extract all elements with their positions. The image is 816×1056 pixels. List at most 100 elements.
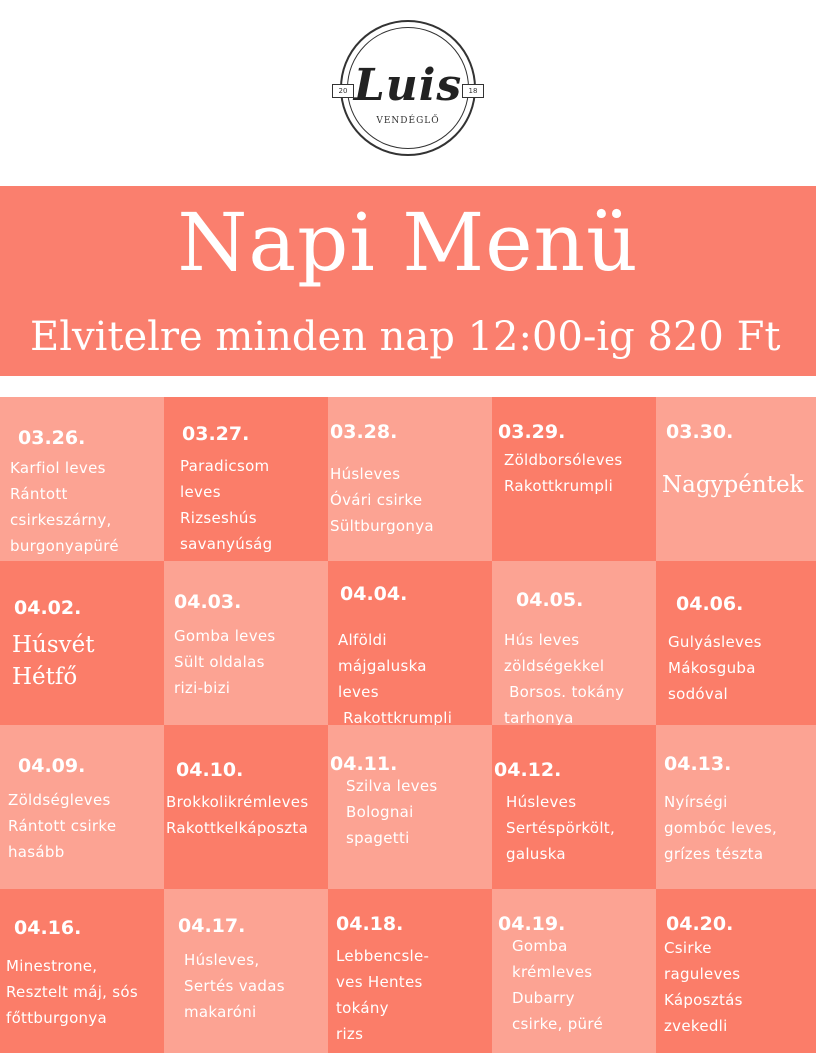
day-date: 04.02.	[14, 597, 82, 619]
menu-item: Bolognai	[346, 803, 414, 821]
day-date: 04.17.	[178, 915, 246, 937]
menu-item: leves	[180, 483, 221, 501]
menu-items: Lebbencsle-ves Hentes tokány rizs	[336, 943, 429, 1047]
day-cell: 04.10. Brokkolikrémleves Rakottkelkáposzta	[164, 725, 328, 889]
menu-item: sodóval	[668, 685, 729, 703]
day-cell: 04.17. Húsleves, Sertés vadas makaróni	[164, 889, 328, 1053]
day-cell: 03.26. Karfiol leves Rántott csirkeszárny, b…	[0, 397, 164, 561]
menu-item: Minestrone,	[6, 957, 98, 975]
menu-items: Gulyásleves Mákosguba sodóval	[668, 629, 762, 707]
menu-items: Alföldi májgaluska leves Rakottkrumpli	[338, 627, 452, 725]
menu-item: Húsleves,	[184, 951, 260, 969]
day-date: 04.16.	[14, 917, 82, 939]
day-cell: 04.11. Szilva leves Bolognai spagetti	[328, 725, 492, 889]
day-cell: 03.29. Zöldborsóleves Rakottkrumpli	[492, 397, 656, 561]
day-date: 04.13.	[664, 753, 732, 775]
day-cell: 04.13. Nyírségi gombóc leves, grízes tészta	[656, 725, 816, 889]
menu-item: zvekedli	[664, 1017, 728, 1035]
menu-item: Csirke	[664, 939, 712, 957]
menu-item: savanyúság	[180, 535, 273, 553]
day-date: 04.04.	[340, 583, 408, 605]
menu-items: Paradicsom leves Rizseshús savanyúság	[180, 453, 273, 557]
menu-item: Gulyásleves	[668, 633, 762, 651]
day-date: 04.12.	[494, 759, 562, 781]
restaurant-logo: Luis 20 18 VENDÉGLŐ	[332, 20, 484, 156]
day-date: 04.20.	[666, 913, 734, 935]
logo-script: Luis	[353, 60, 463, 111]
menu-item: Gomba	[512, 937, 568, 955]
day-date: 04.19.	[498, 913, 566, 935]
holiday-label: Nagypéntek	[662, 469, 804, 501]
day-date: 04.06.	[676, 593, 744, 615]
menu-item: Húsleves	[506, 793, 577, 811]
menu-item: Káposztás	[664, 991, 743, 1009]
menu-item: spagetti	[346, 829, 410, 847]
menu-items: Zöldborsóleves Rakottkrumpli	[504, 447, 623, 499]
menu-items: Húsleves Óvári csirke Sültburgonya	[330, 461, 434, 539]
day-date: 03.30.	[666, 421, 734, 443]
menu-item: Brokkolikrémleves	[166, 793, 309, 811]
menu-item: krémleves	[512, 963, 593, 981]
logo-year-left: 20	[332, 84, 354, 98]
day-date: 03.28.	[330, 421, 398, 443]
menu-item: Karfiol leves	[10, 459, 106, 477]
menu-item: Lebbencsle-	[336, 947, 430, 965]
menu-item: tarhonya	[504, 709, 574, 725]
menu-item: raguleves	[664, 965, 741, 983]
menu-item: Hús leves	[504, 631, 580, 649]
menu-item: Mákosguba	[668, 659, 756, 677]
day-cell: 04.06. Gulyásleves Mákosguba sodóval	[656, 561, 816, 725]
day-cell: 03.27. Paradicsom leves Rizseshús savanyúság	[164, 397, 328, 561]
menu-items: Hús leves zöldségekkel Borsos. tokány tarh…	[504, 627, 624, 725]
menu-item: Óvári csirke	[330, 491, 423, 509]
day-cell: 04.09. Zöldségleves Rántott csirke hasább	[0, 725, 164, 889]
day-cell: 04.16. Minestrone, Resztelt máj, sós főttbu…	[0, 889, 164, 1053]
logo-subtitle: VENDÉGLŐ	[376, 116, 440, 126]
menu-item: csirkeszárny,	[10, 511, 112, 529]
menu-item: főttburgonya	[6, 1009, 108, 1027]
menu-items: Minestrone, Resztelt máj, sós főttburgonya	[6, 953, 138, 1031]
menu-item: Sertés vadas	[184, 977, 285, 995]
day-cell: 04.19. Gomba krémleves Dubarry csirke, püré	[492, 889, 656, 1053]
menu-item: Resztelt máj, sós	[6, 983, 139, 1001]
day-cell: 04.04. Alföldi májgaluska leves Rakottkrump…	[328, 561, 492, 725]
menu-item: grízes tészta	[664, 845, 764, 863]
menu-item: hasább	[8, 843, 65, 861]
menu-item: Rántott csirke	[8, 817, 117, 835]
holiday-line: Hétfő	[12, 664, 78, 690]
menu-item: Rizseshús	[180, 509, 257, 527]
menu-item: Zöldségleves	[8, 791, 111, 809]
menu-items: Gomba leves Sült oldalas rizi-bizi	[174, 623, 276, 701]
menu-item: Sertéspörkölt,	[506, 819, 616, 837]
logo-year-right: 18	[462, 84, 484, 98]
day-cell: 03.28. Húsleves Óvári csirke Sültburgonya	[328, 397, 492, 561]
menu-items: Karfiol leves Rántott csirkeszárny, burgony…	[10, 455, 119, 559]
day-date: 03.27.	[182, 423, 250, 445]
takeaway-offer: Elvitelre minden nap 12:00-ig 820 Ft	[30, 314, 781, 360]
day-date: 04.09.	[18, 755, 86, 777]
menu-items: Brokkolikrémleves Rakottkelkáposzta	[166, 789, 308, 841]
menu-item: Húsleves	[330, 465, 401, 483]
menu-item: Zöldborsóleves	[504, 451, 623, 469]
menu-item: Szilva leves	[346, 777, 438, 795]
menu-items: Húsleves, Sertés vadas makaróni	[184, 947, 285, 1025]
day-cell: 04.03. Gomba leves Sült oldalas rizi-bizi	[164, 561, 328, 725]
day-date: 04.11.	[330, 753, 398, 775]
menu-item: csirke, püré	[512, 1015, 604, 1033]
menu-grid: 03.26. Karfiol leves Rántott csirkeszárny, b…	[0, 397, 816, 1053]
menu-item: rizs	[336, 1025, 364, 1043]
menu-item: Sültburgonya	[330, 517, 434, 535]
menu-items: Gomba krémleves Dubarry csirke, püré	[512, 933, 603, 1037]
day-date: 04.05.	[516, 589, 584, 611]
day-date: 03.26.	[18, 427, 86, 449]
menu-items: Szilva leves Bolognai spagetti	[346, 773, 437, 851]
menu-items: Csirke raguleves Káposztás zvekedli	[664, 935, 743, 1039]
menu-item: Paradicsom	[180, 457, 270, 475]
menu-item: Gomba leves	[174, 627, 276, 645]
menu-item: Rakottkelkáposzta	[166, 819, 309, 837]
holiday-label: Húsvét Hétfő	[12, 629, 95, 693]
menu-item: Alföldi	[338, 631, 387, 649]
day-cell: 04.05. Hús leves zöldségekkel Borsos. toká…	[492, 561, 656, 725]
day-cell: 03.30. Nagypéntek	[656, 397, 816, 561]
menu-header: Napi Menü Elvitelre minden nap 12:00-ig …	[0, 186, 816, 376]
